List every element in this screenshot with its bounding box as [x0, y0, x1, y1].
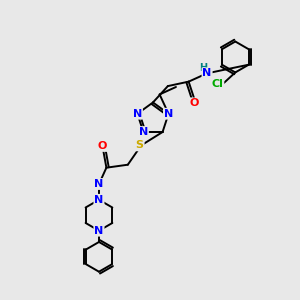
Text: N: N: [94, 179, 103, 189]
Text: S: S: [136, 140, 144, 150]
Text: H: H: [200, 63, 208, 73]
Text: O: O: [189, 98, 199, 108]
Text: N: N: [133, 109, 142, 119]
Text: N: N: [164, 109, 173, 119]
Text: N: N: [94, 195, 103, 205]
Text: N: N: [202, 68, 212, 78]
Text: N: N: [139, 127, 148, 137]
Text: Cl: Cl: [212, 79, 224, 89]
Text: N: N: [94, 226, 103, 236]
Text: O: O: [97, 141, 106, 151]
